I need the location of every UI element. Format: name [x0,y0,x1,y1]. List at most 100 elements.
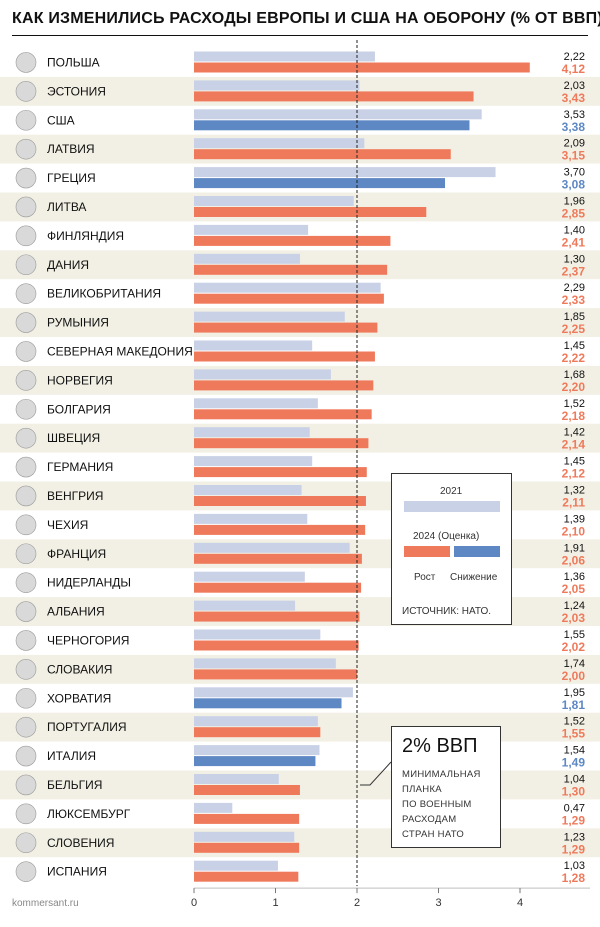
value-2021: 1,55 [564,629,585,641]
bar-2024 [194,264,388,275]
flag-icon [15,803,37,825]
value-2021: 1,68 [564,369,585,381]
bar-2024 [194,322,378,333]
value-2021: 3,53 [564,109,585,121]
value-2024: 2,06 [562,553,586,567]
flag-icon [15,485,37,507]
bar-2021 [194,369,331,380]
value-2021: 3,70 [564,167,585,179]
bar-2024 [194,207,427,217]
value-2024: 2,10 [562,524,586,538]
value-2024: 2,00 [562,669,586,683]
value-2024: 2,20 [562,380,586,394]
x-tick-label: 0 [191,897,197,909]
value-2024: 2,18 [562,409,586,423]
bar-2024 [194,91,474,102]
bar-2024 [194,62,530,73]
country-label: ИСПАНИЯ [47,865,107,879]
value-2021: 1,52 [564,398,585,410]
country-label: ПОРТУГАЛИЯ [47,720,127,734]
flag-icon [15,774,37,796]
country-label: ГЕРМАНИЯ [47,460,113,474]
bar-2024 [194,669,357,680]
value-2024: 2,25 [562,322,586,336]
callout-line: ПО ВОЕННЫМ [402,799,472,810]
value-2024: 2,03 [562,611,586,625]
bar-2024 [194,756,316,767]
bar-2021 [194,802,233,813]
bar-2024 [194,235,391,246]
bar-2024 [194,842,300,853]
value-2021: 1,30 [564,253,585,265]
value-2021: 1,04 [564,774,585,786]
legend-swatch-decrease [454,546,500,557]
bar-2021 [194,109,482,120]
row-background [0,250,600,280]
flag-icon [15,225,37,247]
country-label: ВЕНГРИЯ [47,489,103,503]
bar-2021 [194,860,278,871]
value-2021: 1,36 [564,571,585,583]
x-tick-label: 3 [435,897,441,909]
country-label: АЛБАНИЯ [47,605,105,619]
value-2024: 1,30 [562,785,586,799]
bar-2021 [194,253,300,264]
callout-line: СТРАН НАТО [402,829,465,840]
value-2024: 3,15 [562,149,586,163]
flag-icon [15,398,37,420]
country-label: ДАНИЯ [47,258,89,272]
bar-2024 [194,467,367,478]
value-2021: 1,24 [564,600,585,612]
value-2024: 4,12 [562,62,586,76]
country-label: СЛОВЕНИЯ [47,836,114,850]
country-label: ВЕЛИКОБРИТАНИЯ [47,287,161,301]
bar-2024 [194,640,359,651]
bar-2021 [194,224,309,235]
flag-icon [15,427,37,449]
legend-label-2021: 2021 [440,486,463,497]
bar-2024 [194,553,362,564]
value-2024: 2,12 [562,467,586,481]
value-2021: 1,95 [564,687,585,699]
value-2024: 1,49 [562,756,586,770]
bar-2021 [194,716,318,727]
value-2021: 2,22 [564,51,585,63]
country-label: НИДЕРЛАНДЫ [47,576,131,590]
country-label: ЭСТОНИЯ [47,84,106,98]
value-2024: 2,85 [562,207,586,221]
legend-label-decline: Снижение [450,572,498,583]
x-tick-label: 1 [272,897,278,909]
flag-icon [15,572,37,593]
flag-icon [15,52,37,73]
bar-2021 [194,687,353,698]
callout-line: МИНИМАЛЬНАЯ [402,769,481,780]
callout-line: ПЛАНКА [402,784,442,795]
flag-icon [15,630,37,651]
value-2021: 1,96 [564,196,585,208]
source-site: kommersant.ru [12,898,79,909]
bar-2024 [194,582,362,593]
value-2021: 2,09 [564,138,585,150]
country-label: НОРВЕГИЯ [47,373,113,387]
country-label: ХОРВАТИЯ [47,691,111,705]
country-label: ГРЕЦИЯ [47,171,96,185]
value-2024: 2,22 [562,351,586,365]
callout-box: 2% ВВП МИНИМАЛЬНАЯ ПЛАНКА ПО ВОЕННЫМ РАС… [391,726,501,848]
bar-2021 [194,80,360,91]
flag-icon [15,514,37,536]
bar-2021 [194,340,313,351]
value-2021: 1,91 [564,542,585,554]
country-label: ЛИТВА [47,200,86,214]
bar-2021 [194,600,296,611]
country-label: ПОЛЬША [47,55,100,69]
value-2024: 2,37 [562,264,586,278]
flag-icon [15,167,37,189]
flag-icon [15,543,37,565]
bar-2024 [194,698,342,709]
bar-2024 [194,813,300,824]
bar-2021 [194,138,365,149]
bar-2021 [194,427,310,438]
bar-2021 [194,513,308,524]
value-2021: 1,85 [564,311,585,323]
